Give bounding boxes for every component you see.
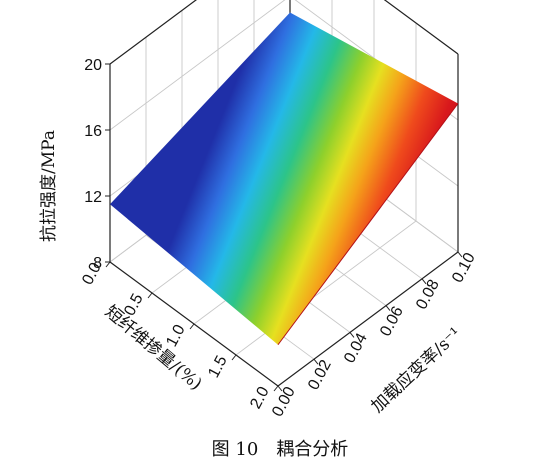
z-tick-label: 8 bbox=[93, 255, 102, 272]
y-tick-mark bbox=[421, 278, 427, 285]
surface-front-edge bbox=[277, 103, 459, 346]
frame-top-right bbox=[383, 0, 459, 55]
x-tick-mark bbox=[189, 323, 195, 330]
y-tick-mark bbox=[385, 305, 391, 311]
z-axis-title: 抗拉强度/MPa bbox=[39, 130, 59, 242]
frame-top-back bbox=[109, 0, 197, 65]
x-tick-label: 1.5 bbox=[205, 353, 230, 381]
z-tick-label: 16 bbox=[84, 123, 102, 140]
y-tick-label: 0.00 bbox=[269, 384, 299, 420]
x-tick-mark bbox=[273, 385, 279, 392]
x-tick-mark bbox=[105, 261, 111, 268]
figure-caption: 图 10 耦合分析 bbox=[212, 439, 349, 460]
grid-line-z bbox=[109, 0, 286, 131]
y-tick-mark bbox=[313, 358, 319, 365]
x-tick-mark bbox=[147, 292, 153, 299]
response-surface bbox=[110, 12, 458, 345]
y-tick-mark bbox=[277, 385, 283, 392]
y-tick-mark bbox=[457, 251, 463, 258]
z-tick-label: 20 bbox=[84, 57, 102, 74]
x-axis-title: 短纤维掺量/(%) bbox=[101, 302, 206, 395]
y-axis-title: 加载应变率/s⁻¹ bbox=[368, 324, 466, 417]
x-tick-mark bbox=[231, 354, 237, 361]
y-tick-mark bbox=[349, 332, 355, 338]
z-tick-label: 12 bbox=[84, 189, 102, 206]
y-axis-line bbox=[277, 251, 459, 387]
x-tick-label: 2.0 bbox=[247, 384, 272, 412]
